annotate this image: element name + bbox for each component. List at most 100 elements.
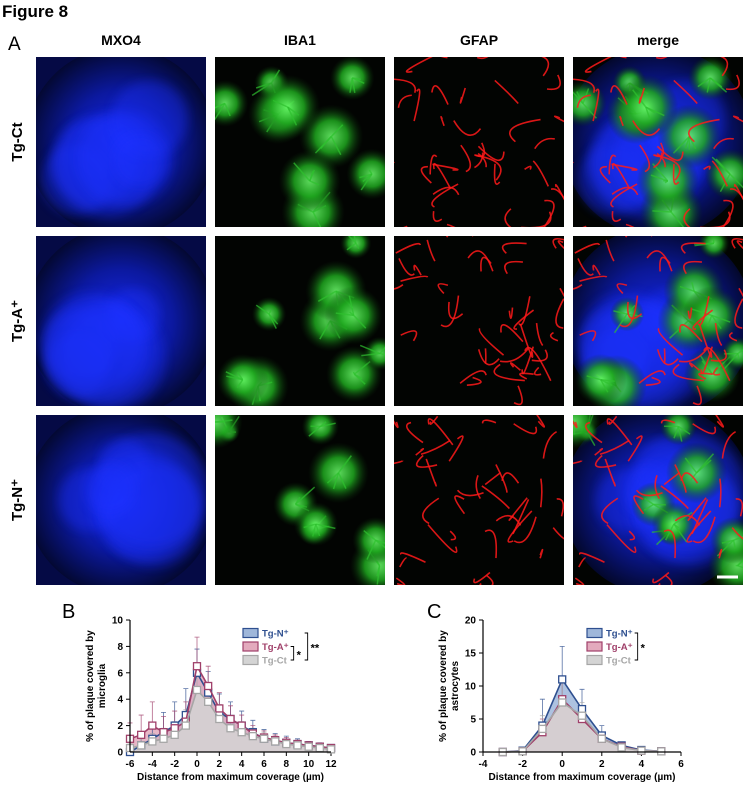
- astrocyte-process: [645, 376, 661, 387]
- astrocyte-process: [599, 439, 630, 456]
- plaque-blob: [44, 299, 152, 406]
- astrocyte-process: [638, 87, 646, 104]
- micrograph: [36, 415, 206, 585]
- astrocyte-process: [611, 163, 638, 171]
- row-label: Tg-Ct: [9, 122, 26, 161]
- astrocyte-process: [477, 152, 487, 168]
- astrocyte-process: [573, 284, 583, 290]
- astrocyte-process: [664, 574, 673, 585]
- astrocyte-process: [692, 309, 714, 330]
- astrocyte-process: [557, 240, 564, 250]
- astrocyte-process: [606, 524, 637, 553]
- astrocyte-process: [513, 516, 537, 544]
- astrocyte-process: [656, 145, 684, 161]
- microglia-process: [349, 77, 354, 93]
- astrocyte-process: [692, 516, 716, 544]
- column-header: IBA1: [284, 32, 316, 48]
- x-tick-label: 12: [325, 759, 337, 770]
- astrocyte-process: [508, 497, 528, 521]
- microglia-process: [268, 309, 272, 315]
- microglia: [301, 415, 339, 446]
- astrocyte-process: [672, 163, 680, 185]
- astrocyte-process: [484, 529, 498, 559]
- microglia-process: [347, 236, 357, 244]
- astrocyte-process: [534, 137, 555, 150]
- astrocyte-process: [718, 548, 723, 559]
- astrocyte-process: [653, 154, 681, 181]
- astrocyte-process: [539, 478, 543, 508]
- microglia-process: [375, 539, 385, 549]
- astrocyte-process: [426, 239, 436, 262]
- astrocyte-process: [619, 295, 639, 328]
- astrocyte-process: [703, 165, 711, 170]
- x-tick-label: -6: [126, 759, 135, 770]
- microglia-process: [376, 565, 381, 577]
- microglia-process: [673, 523, 688, 543]
- astrocyte-process: [399, 552, 426, 563]
- astrocyte-process: [432, 211, 443, 222]
- marker: [617, 743, 626, 752]
- microglia-process: [294, 486, 316, 505]
- astrocyte-process: [413, 88, 421, 122]
- y-tick-label: 10: [465, 682, 477, 693]
- astrocyte-process: [711, 160, 729, 187]
- astrocyte-process: [734, 298, 743, 329]
- astrocyte-process: [427, 418, 454, 446]
- x-tick-label: 0: [194, 759, 200, 770]
- microglia-process: [315, 523, 321, 537]
- astrocyte-process: [542, 431, 558, 459]
- microglia-process: [670, 211, 685, 227]
- astrocyte-process: [413, 264, 422, 276]
- astrocyte-process: [672, 363, 704, 382]
- astrocyte-process: [477, 349, 500, 366]
- row-label: Tg-N⁺: [9, 479, 26, 521]
- astrocyte-process: [493, 163, 501, 185]
- astrocyte-process: [605, 239, 615, 262]
- microglia-process: [613, 310, 628, 315]
- marker: [137, 741, 146, 750]
- marker: [657, 747, 666, 756]
- microglia-process: [643, 503, 654, 511]
- astrocyte-process: [400, 330, 418, 342]
- microglia-process: [236, 371, 244, 381]
- astrocyte-process: [660, 485, 689, 510]
- x-tick-label: -4: [148, 759, 157, 770]
- microglia-process: [711, 314, 731, 323]
- microglia-process: [379, 352, 385, 356]
- astrocyte-process: [733, 115, 743, 123]
- astrocyte-process: [584, 421, 603, 444]
- x-tick-label: 2: [599, 759, 605, 770]
- microglia-process: [711, 156, 731, 175]
- astrocyte-process: [420, 439, 451, 456]
- y-axis-title: % of plaque covered by astrocytes: [438, 630, 461, 742]
- microglia-process: [352, 371, 356, 375]
- legend-label: Tg-Ct: [606, 656, 632, 667]
- x-tick-label: 2: [217, 759, 223, 770]
- astrocyte-process: [394, 78, 417, 93]
- marker: [148, 721, 157, 730]
- astrocyte-process: [733, 183, 743, 201]
- microglia-process: [314, 136, 332, 154]
- astrocyte-process: [459, 370, 487, 384]
- marker: [159, 734, 168, 743]
- micrograph: [394, 415, 564, 585]
- microglia-process: [353, 314, 367, 329]
- astrocyte-process: [552, 237, 564, 249]
- microglia-process: [359, 173, 373, 179]
- astrocyte-process: [432, 163, 452, 189]
- astrocyte-process: [555, 298, 564, 329]
- microglia-process: [351, 77, 356, 93]
- astrocyte-process: [477, 145, 505, 161]
- microglia-process: [691, 308, 712, 317]
- microglia-process: [363, 530, 377, 541]
- astrocyte-process: [554, 115, 564, 123]
- astrocyte-process: [405, 57, 433, 73]
- microglia-process: [732, 540, 736, 549]
- astrocyte-process: [735, 498, 743, 517]
- legend-label: Tg-N⁺: [262, 629, 289, 640]
- microglia-process: [644, 497, 654, 505]
- astrocyte-process: [479, 583, 482, 585]
- astrocyte-process: [446, 223, 456, 227]
- micrograph: [36, 236, 206, 406]
- astrocyte-process: [579, 330, 597, 342]
